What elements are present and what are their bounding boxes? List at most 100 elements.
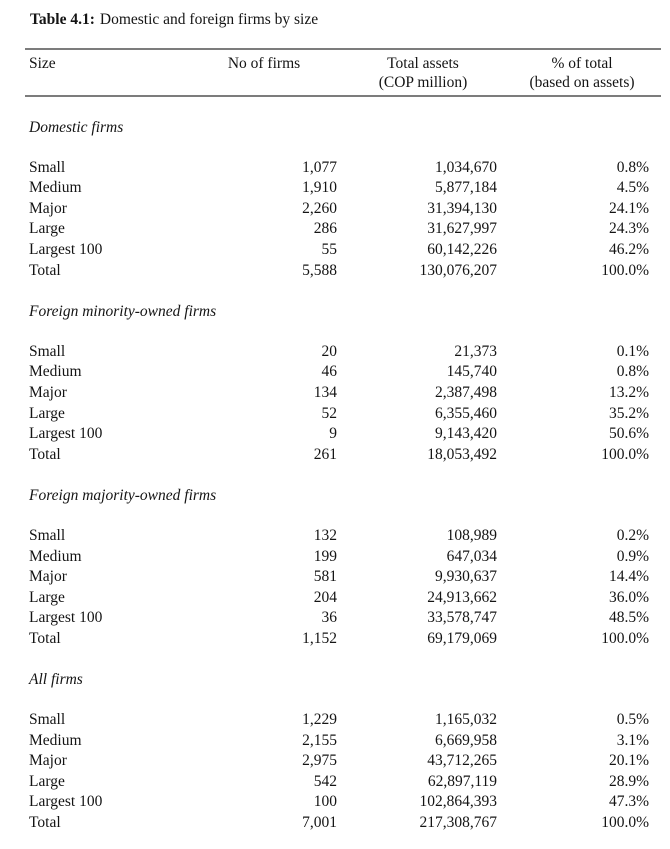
firms-by-size-table: Size No of firms Total assets (COP milli… — [25, 48, 661, 834]
row-size-cell: Major — [29, 568, 67, 586]
row-firms-count-cell: 2,155 — [302, 731, 337, 749]
table-row: Largest 100 9 9,143,420 50.6% — [25, 424, 661, 445]
row-firms-count-cell: 1,152 — [302, 629, 337, 647]
row-size-cell: Large — [29, 588, 65, 606]
row-pct-cell: 24.3% — [608, 220, 649, 238]
table-row: Small 132 108,989 0.2% — [25, 526, 661, 547]
table-row: Medium 1,910 5,877,184 4.5% — [25, 178, 661, 199]
row-size-cell: Total — [29, 814, 61, 832]
row-size-cell: Total — [29, 445, 61, 463]
row-size-cell: Large — [29, 220, 65, 238]
table-title-label: Table 4.1: — [30, 11, 95, 28]
row-assets-cell: 145,740 — [446, 363, 497, 381]
section-heading-row: Foreign majority-owned firms — [25, 465, 661, 526]
header-pct-of-total-line2: (based on assets) — [529, 74, 635, 91]
row-size-cell: Small — [29, 526, 66, 544]
row-size-cell: Largest 100 — [29, 425, 103, 443]
row-assets-cell: 102,864,393 — [419, 793, 498, 811]
header-total-assets-line2: (COP million) — [378, 74, 468, 91]
row-pct-cell: 100.0% — [601, 261, 649, 279]
row-firms-count-cell: 134 — [313, 383, 337, 401]
row-size-cell: Medium — [29, 179, 82, 197]
row-pct-cell: 0.5% — [616, 711, 649, 729]
row-assets-cell: 130,076,207 — [419, 261, 498, 279]
row-assets-cell: 31,394,130 — [427, 199, 497, 217]
header-pct-of-total-line1: % of total — [551, 55, 613, 72]
row-size-cell: Medium — [29, 363, 82, 381]
row-pct-cell: 14.4% — [608, 568, 649, 586]
row-firms-count-cell: 2,260 — [302, 199, 337, 217]
table-title-caption: Domestic and foreign firms by size — [99, 11, 319, 28]
row-firms-count-cell: 581 — [313, 568, 337, 586]
row-size-cell: Small — [29, 158, 66, 176]
table-row: Largest 100 55 60,142,226 46.2% — [25, 240, 661, 261]
table-row: Total 1,152 69,179,069 100.0% — [25, 629, 661, 650]
row-assets-cell: 1,034,670 — [435, 158, 497, 176]
row-assets-cell: 9,930,637 — [435, 568, 497, 586]
row-firms-count-cell: 132 — [313, 526, 337, 544]
row-pct-cell: 47.3% — [608, 793, 649, 811]
row-assets-cell: 647,034 — [446, 547, 497, 565]
table-title: Table 4.1: Domestic and foreign firms by … — [30, 10, 670, 30]
row-assets-cell: 6,355,460 — [435, 404, 497, 422]
row-pct-cell: 0.9% — [616, 547, 649, 565]
row-firms-count-cell: 100 — [313, 793, 337, 811]
table-row: Small 1,229 1,165,032 0.5% — [25, 710, 661, 731]
row-firms-count-cell: 7,001 — [302, 814, 337, 832]
section-heading-row: All firms — [25, 649, 661, 710]
row-assets-cell: 2,387,498 — [435, 383, 497, 401]
row-firms-count-cell: 55 — [321, 240, 338, 258]
header-pct-of-total: % of total (based on assets) — [503, 49, 661, 97]
row-assets-cell: 60,142,226 — [427, 240, 497, 258]
row-firms-count-cell: 5,588 — [302, 261, 337, 279]
table-body: Domestic firms Small 1,077 1,034,670 0.8% Med… — [25, 96, 661, 834]
row-size-cell: Largest 100 — [29, 793, 103, 811]
row-assets-cell: 18,053,492 — [427, 445, 497, 463]
row-pct-cell: 3.1% — [616, 731, 649, 749]
row-size-cell: Large — [29, 772, 65, 790]
section-heading: Foreign minority-owned firms — [29, 303, 217, 321]
row-size-cell: Major — [29, 752, 67, 770]
row-firms-count-cell: 286 — [313, 220, 337, 238]
row-assets-cell: 31,627,997 — [427, 220, 497, 238]
row-assets-cell: 5,877,184 — [435, 179, 497, 197]
table-row: Large 542 62,897,119 28.9% — [25, 772, 661, 793]
table-row: Largest 100 36 33,578,747 48.5% — [25, 608, 661, 629]
row-assets-cell: 33,578,747 — [427, 609, 497, 627]
row-firms-count-cell: 52 — [321, 404, 338, 422]
header-no-of-firms: No of firms — [185, 49, 343, 97]
table-row: Major 2,975 43,712,265 20.1% — [25, 751, 661, 772]
header-total-assets: Total assets (COP million) — [343, 49, 503, 97]
section-heading: Foreign majority-owned firms — [29, 487, 217, 505]
row-pct-cell: 100.0% — [601, 445, 649, 463]
table-row: Medium 2,155 6,669,958 3.1% — [25, 731, 661, 752]
table-row: Medium 46 145,740 0.8% — [25, 362, 661, 383]
table-row: Large 286 31,627,997 24.3% — [25, 219, 661, 240]
row-size-cell: Major — [29, 383, 67, 401]
row-pct-cell: 28.9% — [608, 772, 649, 790]
row-assets-cell: 62,897,119 — [427, 772, 497, 790]
table-row: Major 581 9,930,637 14.4% — [25, 567, 661, 588]
row-pct-cell: 36.0% — [608, 588, 649, 606]
row-firms-count-cell: 542 — [313, 772, 337, 790]
header-total-assets-line1: Total assets — [387, 55, 459, 72]
row-assets-cell: 6,669,958 — [435, 731, 497, 749]
row-assets-cell: 43,712,265 — [427, 752, 497, 770]
row-size-cell: Small — [29, 342, 66, 360]
table-row: Small 20 21,373 0.1% — [25, 342, 661, 363]
table-row: Large 204 24,913,662 36.0% — [25, 588, 661, 609]
row-pct-cell: 0.1% — [616, 342, 649, 360]
row-firms-count-cell: 204 — [313, 588, 337, 606]
row-firms-count-cell: 1,910 — [302, 179, 337, 197]
row-firms-count-cell: 2,975 — [302, 752, 337, 770]
row-pct-cell: 4.5% — [616, 179, 649, 197]
row-size-cell: Medium — [29, 547, 82, 565]
row-assets-cell: 9,143,420 — [435, 425, 497, 443]
row-size-cell: Medium — [29, 731, 82, 749]
table-header: Size No of firms Total assets (COP milli… — [25, 49, 661, 97]
row-assets-cell: 217,308,767 — [419, 814, 498, 832]
section-heading-row: Domestic firms — [25, 96, 661, 158]
table-row: Major 134 2,387,498 13.2% — [25, 383, 661, 404]
row-size-cell: Large — [29, 404, 65, 422]
